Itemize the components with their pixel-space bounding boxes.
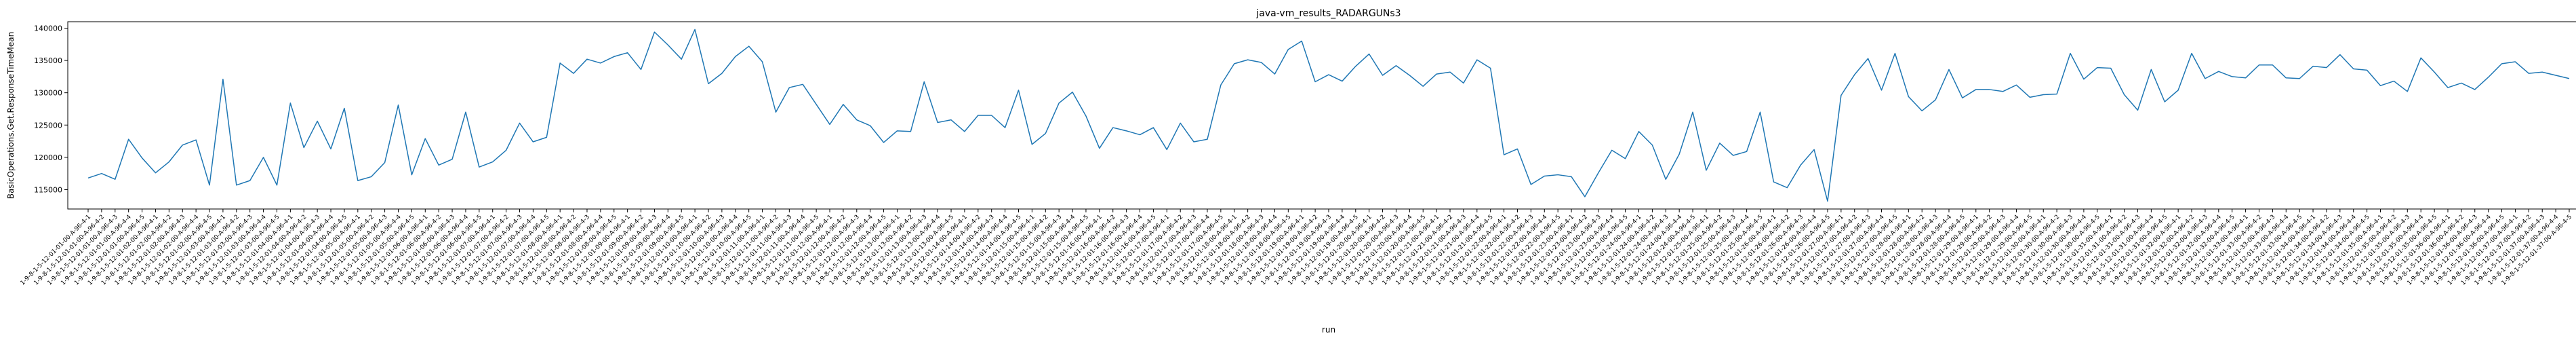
y-axis-label: BasicOperations.Get.ResponseTimeMean xyxy=(6,32,16,199)
plot-frame xyxy=(67,21,2576,210)
y-tick-label: 115000 xyxy=(34,185,62,194)
y-tick-label: 125000 xyxy=(34,121,62,130)
y-tick-label: 135000 xyxy=(34,56,62,65)
y-axis: 115000 120000 125000 130000 135000 140000 xyxy=(34,24,68,194)
chart-title: java-vm_results_RADARGUNs3 xyxy=(1255,8,1401,19)
series-line xyxy=(87,28,2570,202)
y-tick-label: 120000 xyxy=(34,153,62,162)
y-tick-label: 140000 xyxy=(34,24,62,33)
x-axis-label: run xyxy=(1322,325,1335,335)
series-layer xyxy=(87,28,2570,202)
y-tick-label: 130000 xyxy=(34,89,62,98)
